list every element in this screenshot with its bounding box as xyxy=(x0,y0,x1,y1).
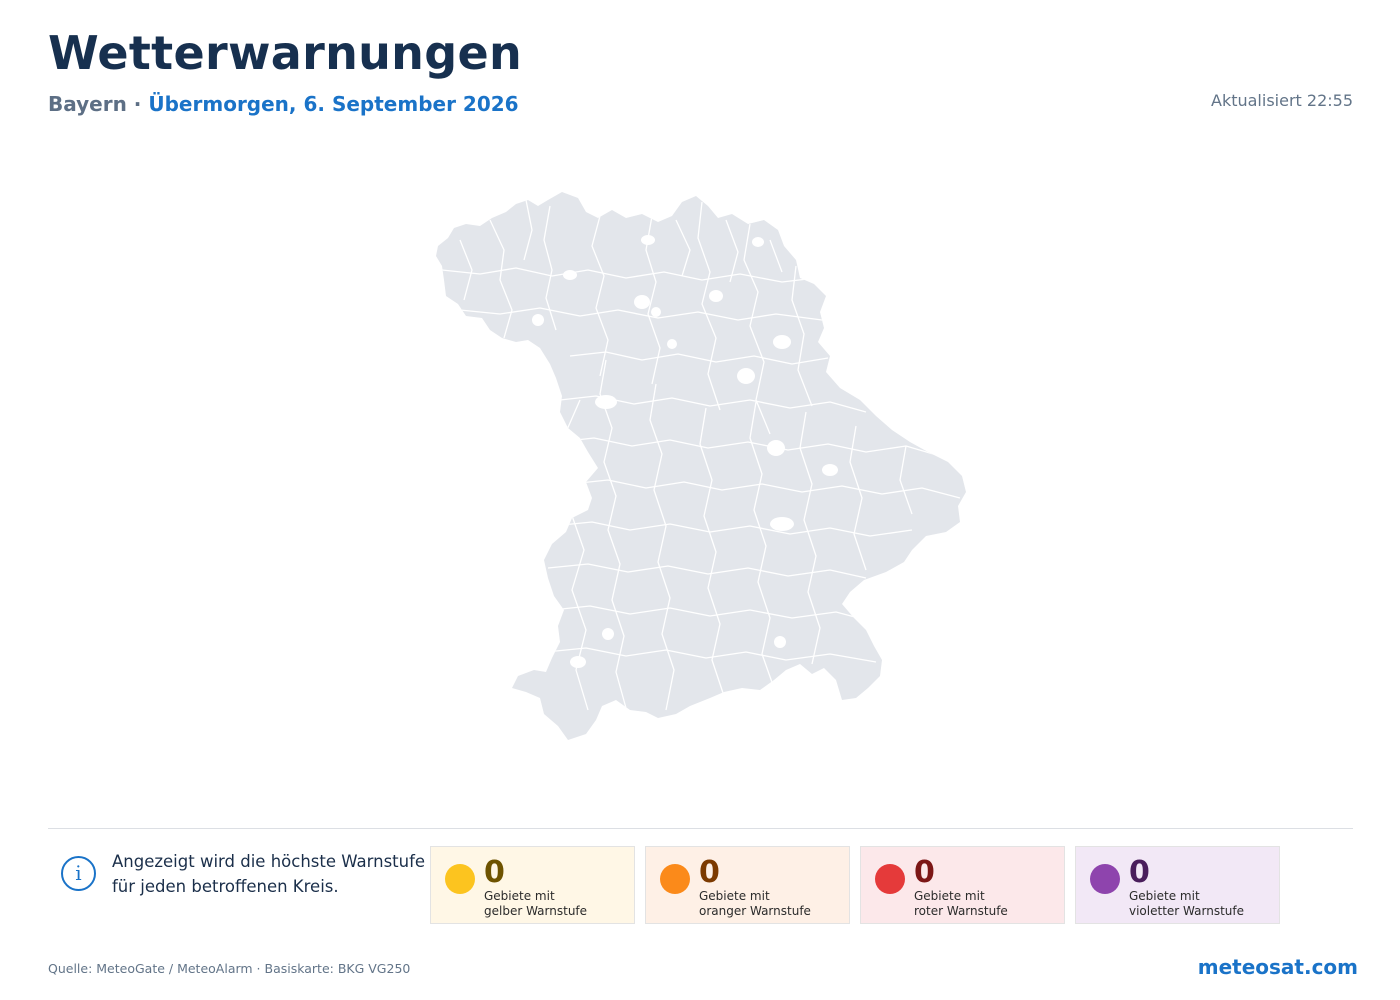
city-enclave xyxy=(634,295,650,309)
district-boundary xyxy=(441,267,817,283)
bavaria-district-map[interactable] xyxy=(420,180,980,750)
district-boundary xyxy=(459,239,473,301)
city-enclave xyxy=(752,237,764,247)
yellow-count: 0 xyxy=(484,855,505,890)
yellow-label: Gebiete mit gelber Warnstufe xyxy=(484,889,588,918)
district-boundary xyxy=(675,219,691,277)
legend-card-violet: 0 Gebiete mit violetter Warnstufe xyxy=(1075,846,1280,924)
page-title: Wetterwarnungen xyxy=(48,26,523,80)
city-enclave xyxy=(563,270,577,280)
red-label: Gebiete mit roter Warnstufe xyxy=(914,889,1008,918)
subtitle-separator: · xyxy=(133,92,142,116)
city-enclave xyxy=(532,314,544,326)
city-enclave xyxy=(709,290,723,302)
district-boundary xyxy=(551,521,913,537)
info-text: Angezeigt wird die höchste Warnstufe für… xyxy=(112,852,426,896)
district-boundary xyxy=(591,215,609,377)
city-enclave xyxy=(602,628,614,640)
legend-card-orange: 0 Gebiete mit oranger Warnstufe xyxy=(645,846,850,924)
orange-dot-icon xyxy=(660,864,690,894)
violet-count: 0 xyxy=(1129,855,1150,890)
source-attribution: Quelle: MeteoGate / MeteoAlarm · Basiska… xyxy=(48,961,411,976)
district-boundary xyxy=(791,265,813,407)
district-boundary xyxy=(799,411,821,665)
info-icon: i xyxy=(61,856,96,891)
legend-card-yellow: 0 Gebiete mit gelber Warnstufe xyxy=(430,846,635,924)
region-name: Bayern xyxy=(48,92,127,116)
red-count: 0 xyxy=(914,855,935,890)
district-boundary xyxy=(551,605,867,621)
updated-timestamp: Aktualisiert 22:55 xyxy=(1211,91,1353,110)
city-enclave xyxy=(773,335,791,349)
district-boundary xyxy=(543,205,557,331)
orange-count: 0 xyxy=(699,855,720,890)
district-boundary xyxy=(557,437,941,457)
city-enclave xyxy=(667,339,677,349)
bavaria-fill xyxy=(436,192,966,740)
city-enclave xyxy=(822,464,838,476)
independent-cities xyxy=(532,235,838,668)
district-boundary xyxy=(899,445,913,515)
city-enclave xyxy=(570,656,586,668)
district-boundary xyxy=(649,383,675,711)
district-boundary xyxy=(849,425,867,571)
red-dot-icon xyxy=(875,864,905,894)
brand-link[interactable]: meteosat.com xyxy=(1197,955,1358,979)
district-boundary xyxy=(489,219,513,339)
district-boundary xyxy=(545,647,877,663)
district-boundary xyxy=(749,401,775,689)
city-enclave xyxy=(770,517,794,531)
district-boundary xyxy=(743,223,771,435)
district-boundary xyxy=(699,407,725,697)
district-boundary xyxy=(523,199,533,261)
district-boundary xyxy=(547,563,867,579)
district-boundary xyxy=(769,239,783,273)
orange-label: Gebiete mit oranger Warnstufe xyxy=(699,889,811,918)
violet-dot-icon xyxy=(1090,864,1120,894)
forecast-date: Übermorgen, 6. September 2026 xyxy=(148,92,519,116)
violet-label: Gebiete mit violetter Warnstufe xyxy=(1129,889,1244,918)
city-enclave xyxy=(595,395,617,409)
district-boundary xyxy=(599,359,627,709)
district-boundary xyxy=(569,479,961,499)
city-enclave xyxy=(641,235,655,245)
legend-divider xyxy=(48,828,1353,829)
district-boundary xyxy=(459,307,823,321)
city-enclave xyxy=(767,440,785,456)
district-boundary xyxy=(725,219,739,283)
city-enclave xyxy=(737,368,755,384)
yellow-dot-icon xyxy=(445,864,475,894)
district-boundary xyxy=(697,201,721,411)
city-enclave xyxy=(651,307,661,317)
page-subtitle: Bayern · Übermorgen, 6. September 2026 xyxy=(48,92,519,116)
legend-card-red: 0 Gebiete mit roter Warnstufe xyxy=(860,846,1065,924)
city-enclave xyxy=(774,636,786,648)
district-boundary xyxy=(569,351,829,365)
